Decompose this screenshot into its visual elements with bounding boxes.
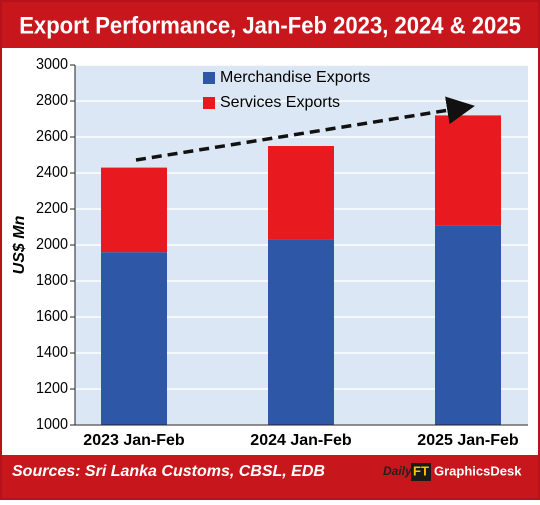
y-tick-label: 2200 (36, 200, 68, 218)
y-tick-label: 2600 (36, 128, 68, 146)
y-tick-label: 2000 (36, 236, 68, 254)
credit-daily: Daily (383, 464, 413, 478)
bar-segment (435, 115, 501, 226)
y-axis-title: US$ Mn (11, 215, 28, 274)
title-bar (2, 2, 538, 48)
legend-swatch (203, 97, 215, 109)
legend-swatch (203, 72, 215, 84)
source-note: Sources: Sri Lanka Customs, CBSL, EDB (12, 463, 325, 480)
credit-ft: FT (413, 463, 429, 478)
bar-segment (101, 167, 167, 253)
x-tick-label: 2023 Jan-Feb (83, 432, 185, 449)
y-tick-label: 1200 (36, 380, 68, 398)
bar-segment (268, 146, 334, 240)
chart-title: Export Performance, Jan-Feb 2023, 2024 &… (19, 11, 521, 38)
y-tick-label: 1600 (36, 308, 68, 326)
legend-label: Merchandise Exports (220, 69, 370, 86)
x-tick-label: 2024 Jan-Feb (250, 432, 352, 449)
credit-brand: GraphicsDesk (434, 463, 522, 478)
credit-ft-box (411, 463, 431, 481)
y-tick-label: 1400 (36, 344, 68, 362)
legend-label: Services Exports (220, 94, 340, 111)
y-tick-label: 1800 (36, 272, 68, 290)
x-tick-label: 2025 Jan-Feb (417, 432, 519, 449)
y-tick-label: 2800 (36, 92, 68, 110)
y-tick-label: 1000 (36, 416, 68, 434)
y-tick-label: 3000 (36, 56, 68, 74)
footer-bar (2, 455, 538, 498)
trend-arrow (135, 96, 475, 162)
y-tick-label: 2400 (36, 164, 68, 182)
bar-segment (435, 225, 501, 425)
bar-segment (268, 239, 334, 425)
bar-segment (101, 252, 167, 425)
